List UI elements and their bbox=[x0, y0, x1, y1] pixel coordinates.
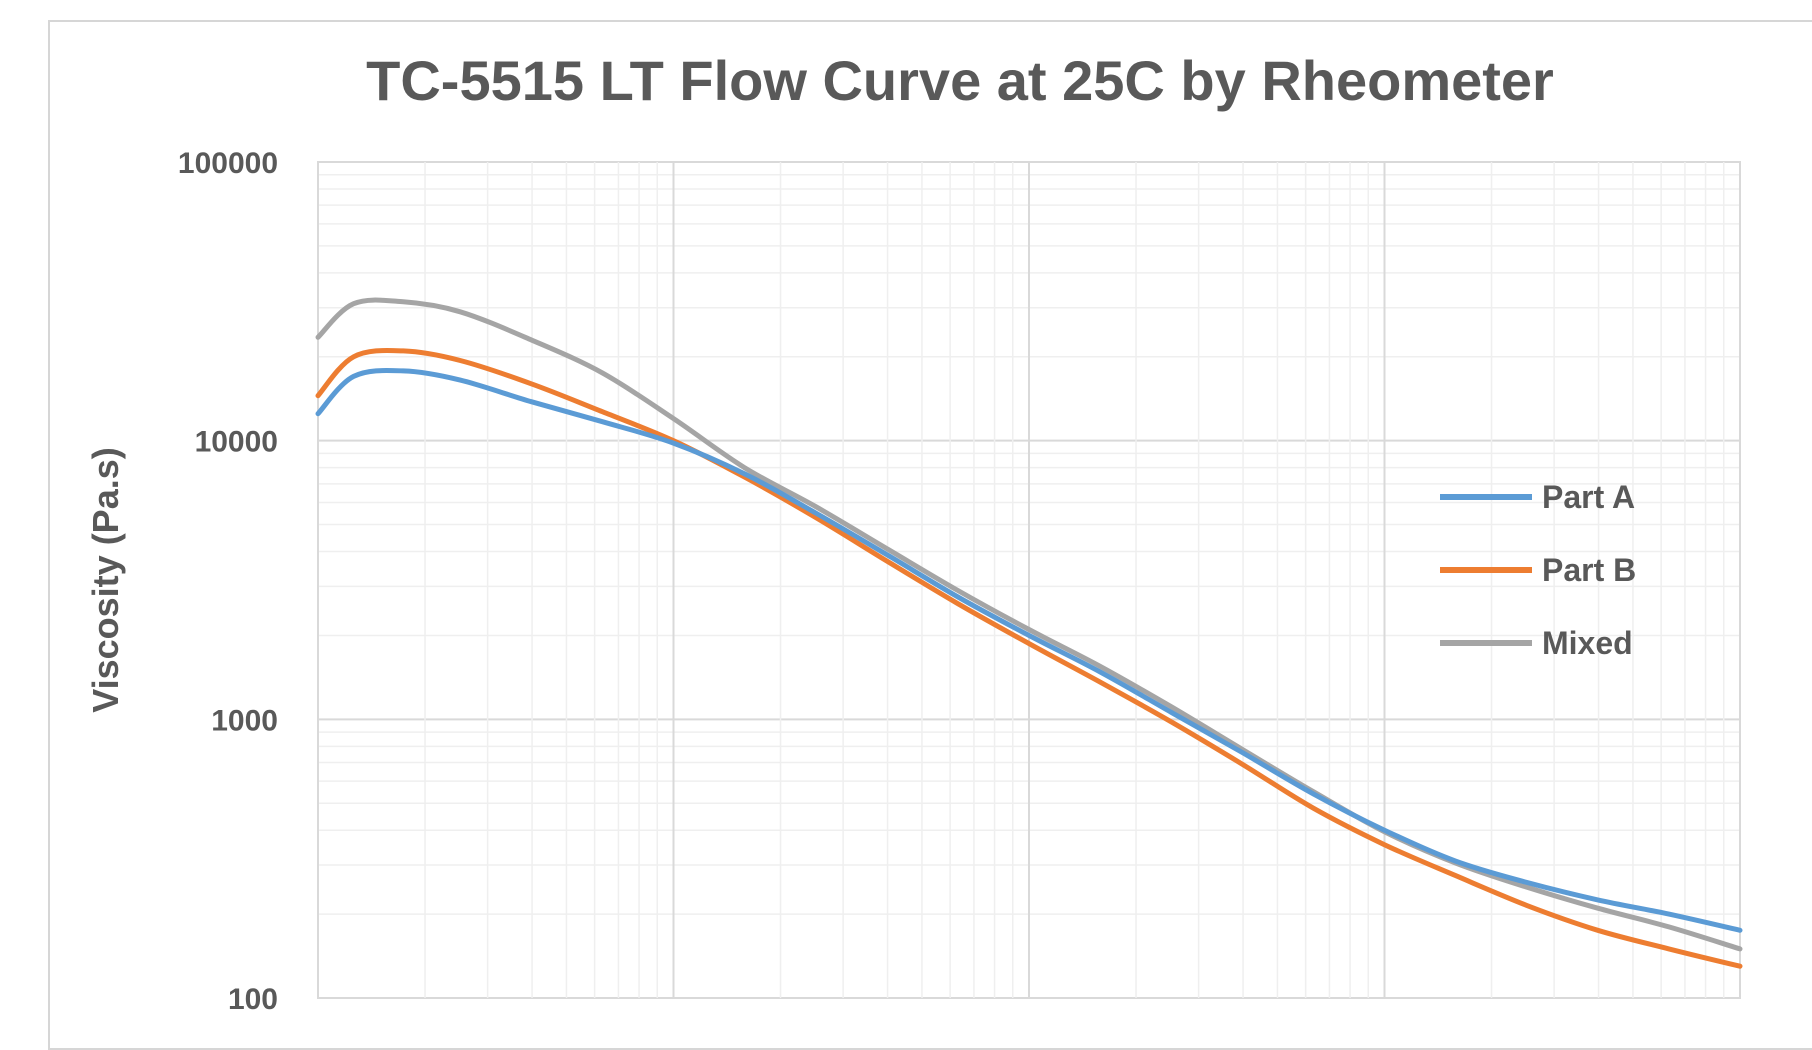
legend: Part A Part B Mixed bbox=[1440, 479, 1636, 661]
legend-label-mixed: Mixed bbox=[1542, 625, 1633, 661]
legend-label-part-a: Part A bbox=[1542, 479, 1635, 515]
series-line-part-a bbox=[315, 368, 1743, 933]
legend-label-part-b: Part B bbox=[1542, 552, 1636, 588]
y-tick-label: 1000 bbox=[211, 704, 278, 737]
y-tick-label: 100000 bbox=[178, 147, 278, 180]
y-tick-label: 10000 bbox=[195, 426, 278, 459]
flow-curve-chart: 100000 10000 1000 100 TC-5515 LT Flow Curve… bbox=[85, 49, 1743, 1016]
grid-layer bbox=[317, 161, 1741, 999]
series-layer bbox=[315, 297, 1743, 969]
series-line-part-b bbox=[315, 348, 1743, 969]
y-axis-label: Viscosity (Pa.s) bbox=[85, 447, 126, 712]
y-tick-label: 100 bbox=[228, 983, 278, 1016]
series-line-mixed bbox=[315, 297, 1743, 952]
y-tick-labels: 100000 10000 1000 100 bbox=[178, 147, 278, 1016]
chart-title: TC-5515 LT Flow Curve at 25C by Rheomete… bbox=[366, 49, 1554, 112]
